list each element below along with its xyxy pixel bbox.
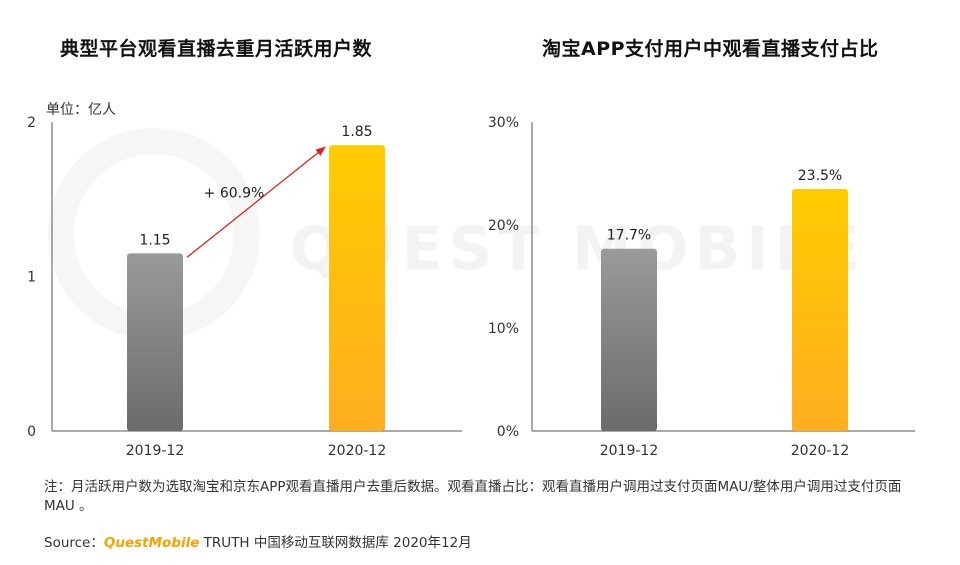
chart-right-y-tick-label: 20%	[488, 218, 519, 234]
chart-left-y-tick-label: 2	[27, 115, 36, 131]
chart-right-title: 淘宝APP支付用户中观看直播支付占比	[542, 38, 879, 60]
chart-right-y-tick-label: 10%	[488, 321, 519, 337]
chart-left-x-tick-label: 2019-12	[126, 443, 185, 459]
source-prefix: Source：	[44, 535, 104, 551]
chart-right-x-tick-label: 2020-12	[791, 443, 850, 459]
chart-right-bar-2019-12	[601, 248, 657, 431]
chart-right-bar-value-label: 17.7%	[607, 228, 651, 244]
chart-right-bar-2020-12	[792, 188, 848, 431]
source-line: Source：QuestMobile TRUTH 中国移动互联网数据库 2020…	[44, 531, 472, 551]
chart-left-bar-2019-12	[127, 253, 183, 431]
chart-right-x-tick-label: 2019-12	[600, 443, 659, 459]
chart-left-title: 典型平台观看直播去重月活跃用户数	[60, 38, 373, 60]
chart-right-y-tick-label: 0%	[497, 424, 519, 440]
chart-right-bar-value-label: 23.5%	[798, 168, 842, 184]
chart-left-growth-arrow	[186, 146, 326, 258]
chart-left-x-tick-label: 2020-12	[328, 443, 387, 459]
chart-left-bar-value-label: 1.15	[139, 232, 170, 248]
chart-left-bar-value-label: 1.85	[341, 124, 372, 140]
footnote: 注：月活跃用户数为选取淘宝和京东APP观看直播用户去重后数据。观看直播占比：观看…	[44, 479, 902, 514]
chart-left-growth-annotation: + 60.9%	[204, 185, 265, 201]
chart-left-y-tick-label: 0	[27, 424, 36, 440]
chart-left-bar-2020-12	[329, 145, 385, 432]
chart-right-y-tick-label: 30%	[488, 115, 519, 131]
source-brand: QuestMobile	[103, 535, 200, 551]
source-rest: TRUTH 中国移动互联网数据库 2020年12月	[199, 535, 472, 551]
chart-left-y-tick-label: 1	[27, 270, 36, 286]
unit-label: 单位：亿人	[46, 102, 116, 118]
